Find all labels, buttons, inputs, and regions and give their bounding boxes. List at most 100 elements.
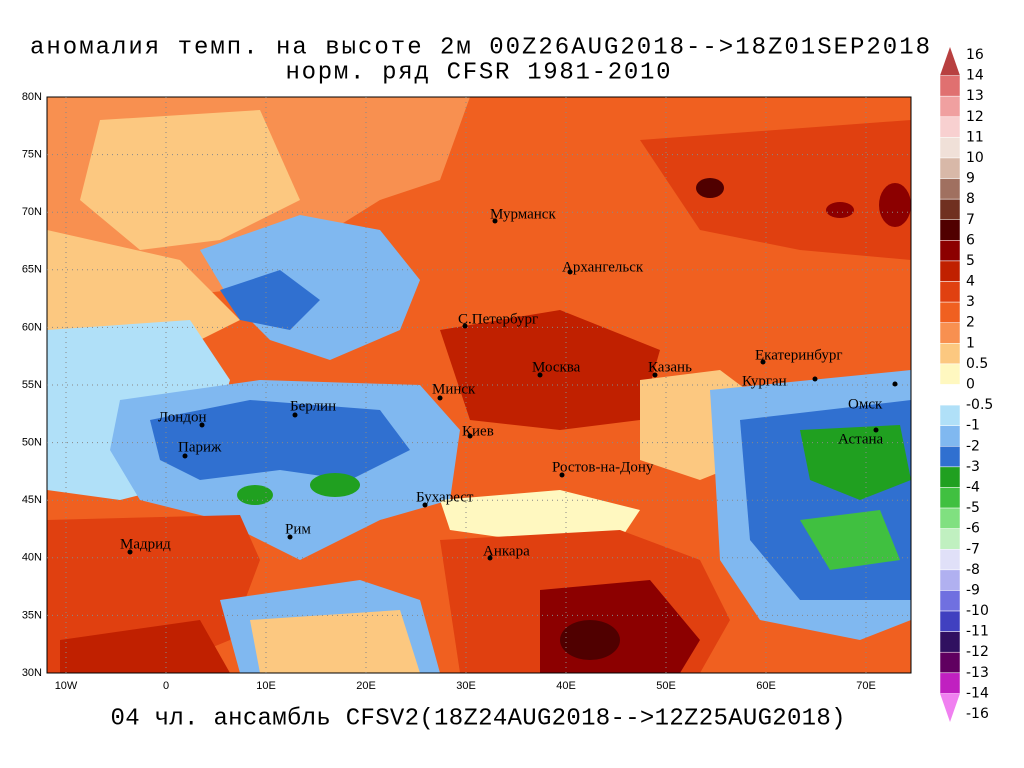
colorbar-box	[939, 528, 961, 550]
colorbar-box	[939, 95, 961, 118]
colorbar-label: -6	[966, 521, 980, 537]
city-dot	[559, 472, 565, 478]
colorbar-box	[939, 672, 961, 694]
colorbar-box	[939, 590, 961, 612]
colorbar-label: -8	[966, 562, 980, 578]
city-dot	[199, 422, 205, 428]
city-dot	[812, 376, 818, 382]
colorbar-label: -5	[966, 500, 980, 516]
colorbar-label: 0.5	[966, 356, 988, 372]
city-label: Казань	[648, 359, 692, 375]
lat-label: 75N	[22, 149, 42, 161]
colorbar-box	[939, 631, 961, 653]
city-label: Москва	[532, 359, 581, 375]
colorbar-box	[939, 157, 961, 179]
city-label: Архангельск	[562, 259, 644, 275]
lat-label: 30N	[22, 667, 42, 679]
city-dot	[437, 395, 443, 401]
colorbar-label: 16	[966, 47, 984, 63]
subtitle: норм. ряд CFSR 1981-2010	[286, 59, 671, 86]
lon-label: 0	[163, 680, 169, 692]
anomaly-field	[47, 97, 911, 673]
colorbar-label: 2	[966, 315, 975, 331]
colorbar-box	[939, 240, 961, 262]
lon-label: 40E	[556, 680, 576, 692]
lat-label: 70N	[22, 206, 42, 218]
colorbar-label: -7	[966, 541, 980, 557]
colorbar-label: 0	[966, 377, 975, 393]
city-label: Лондон	[158, 409, 207, 425]
lat-label: 65N	[22, 264, 42, 276]
colorbar-label: -12	[966, 644, 989, 660]
colorbar-label: 10	[966, 150, 984, 166]
city-dot	[287, 534, 293, 540]
colorbar-box	[939, 137, 961, 159]
city-label: Минск	[432, 381, 476, 397]
city-label: Мадрид	[120, 536, 171, 552]
city-label: Киев	[462, 423, 494, 439]
colorbar-box	[939, 281, 961, 303]
colorbar-box	[939, 487, 961, 509]
city-dot	[422, 502, 428, 508]
lat-label: 45N	[22, 494, 42, 506]
colorbar-label: -11	[966, 624, 989, 640]
city-dot	[567, 269, 573, 275]
lon-label: 70E	[856, 680, 876, 692]
lat-label: 50N	[22, 437, 42, 449]
colorbar-label: 1	[966, 335, 975, 351]
colorbar-box	[939, 260, 961, 282]
lat-label: 55N	[22, 379, 42, 391]
colorbar-label: -16	[966, 706, 989, 722]
colorbar-box	[939, 322, 961, 344]
colorbar-box	[939, 384, 961, 406]
city-dot	[892, 381, 898, 387]
colorbar-label: -0.5	[966, 397, 993, 413]
city-label: Берлин	[290, 398, 336, 414]
city-dot	[182, 453, 188, 459]
lon-label: 30E	[456, 680, 476, 692]
city-label: Ростов-на-Дону	[552, 459, 654, 475]
city-label: Бухарест	[416, 489, 474, 505]
colorbar-box	[939, 425, 961, 447]
colorbar-box	[939, 75, 961, 97]
colorbar-label: -10	[966, 603, 989, 619]
colorbar-box	[939, 343, 961, 365]
lat-label: 60N	[22, 321, 42, 333]
colorbar-box	[939, 569, 961, 591]
colorbar-box	[939, 198, 961, 220]
city-dot	[652, 372, 658, 378]
lat-label: 40N	[22, 552, 42, 564]
city-dot	[492, 218, 498, 224]
colorbar-label: -9	[966, 582, 980, 598]
lat-label: 80N	[22, 91, 42, 103]
colorbar-label: -2	[966, 438, 980, 454]
colorbar-arrow	[940, 47, 960, 76]
colorbar-box	[939, 446, 961, 468]
colorbar-box	[939, 610, 961, 632]
colorbar-box	[939, 363, 961, 385]
colorbar-label: 11	[966, 129, 984, 145]
city-label: Екатеринбург	[755, 347, 842, 363]
city-dot	[873, 427, 879, 433]
colorbar-label: 12	[966, 109, 984, 125]
city-dot	[292, 412, 298, 418]
colorbar-label: 6	[966, 232, 975, 248]
footer: 04 чл. ансамбль CFSV2(18Z24AUG2018-->12Z…	[111, 705, 846, 732]
city-label: Мурманск	[490, 206, 556, 222]
lon-label: 10W	[55, 680, 78, 692]
colorbar-label: -3	[966, 459, 980, 475]
city-dot	[127, 549, 133, 555]
city-dot	[487, 555, 493, 561]
colorbar-label: 3	[966, 294, 975, 310]
city-label: Астана	[838, 431, 884, 447]
city-label: Рим	[285, 521, 311, 537]
colorbar-box	[939, 219, 961, 241]
colorbar-box	[939, 404, 961, 426]
colorbar-box	[939, 178, 961, 200]
colorbar-label: 7	[966, 212, 975, 228]
lon-label: 60E	[756, 680, 776, 692]
colorbar-box	[939, 116, 961, 138]
colorbar: 16 14 13 12 11 10 9 8 7 6 5 4 3 2 1 0.5 0 -0.5 -1 -2 -3 -4 -5 -…	[939, 47, 993, 722]
axis-labels: 80N 75N 70N 65N 60N 55N 50N 45N 40N 35N 30N 10W 0 10E…	[22, 91, 876, 692]
